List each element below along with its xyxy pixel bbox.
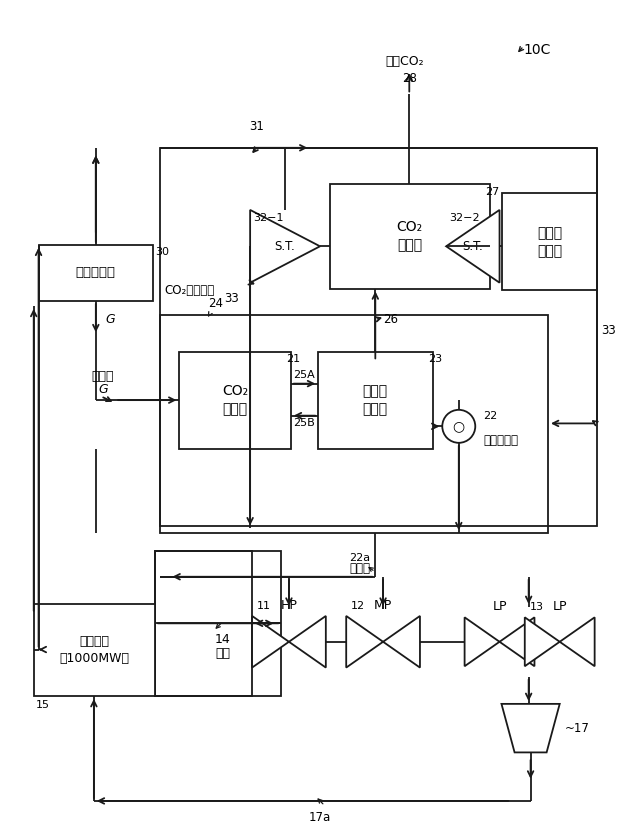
- Bar: [330, 184, 490, 289]
- Text: G: G: [99, 383, 108, 396]
- Text: S.T.: S.T.: [463, 240, 483, 253]
- Text: 27: 27: [485, 187, 499, 197]
- Text: 32−1: 32−1: [253, 213, 284, 222]
- Text: 補助ボイラ: 補助ボイラ: [76, 266, 116, 280]
- Text: LP: LP: [552, 600, 567, 614]
- Text: 23: 23: [428, 353, 442, 364]
- Text: 主ボイラ
（1000MW）: 主ボイラ （1000MW）: [60, 635, 129, 665]
- Text: 11: 11: [257, 601, 271, 611]
- Text: S.T.: S.T.: [275, 240, 296, 253]
- Text: 24: 24: [209, 297, 223, 310]
- Text: HP: HP: [280, 599, 298, 612]
- Text: 15: 15: [36, 700, 50, 710]
- Text: 10C: 10C: [524, 43, 551, 57]
- Bar: [502, 194, 596, 290]
- Polygon shape: [383, 616, 420, 667]
- Text: 吸収液
再生塔: 吸収液 再生塔: [363, 384, 388, 416]
- Bar: [160, 315, 548, 533]
- Text: ~17: ~17: [564, 722, 589, 734]
- Text: 25B: 25B: [293, 418, 315, 428]
- Bar: [155, 551, 281, 696]
- Text: MP: MP: [374, 599, 392, 612]
- Text: 12: 12: [351, 601, 365, 611]
- Text: 證気: 證気: [216, 647, 230, 660]
- Text: 32−2: 32−2: [449, 213, 480, 222]
- Text: CO₂
圧縬器: CO₂ 圧縬器: [397, 220, 423, 252]
- Text: ○: ○: [452, 419, 465, 433]
- Text: 13: 13: [530, 602, 543, 613]
- Text: 33: 33: [224, 293, 239, 305]
- Text: 22a: 22a: [349, 553, 371, 563]
- Bar: [318, 351, 433, 448]
- Polygon shape: [252, 616, 289, 667]
- Text: 30: 30: [155, 246, 169, 257]
- Polygon shape: [346, 616, 383, 667]
- Text: 排ガス: 排ガス: [91, 370, 113, 383]
- Bar: [179, 351, 291, 448]
- Text: 22: 22: [483, 412, 497, 422]
- Text: 再生過熱器: 再生過熱器: [483, 434, 518, 447]
- Bar: [160, 148, 596, 526]
- Text: 圧縬CO₂: 圧縬CO₂: [385, 55, 424, 68]
- Polygon shape: [446, 210, 500, 283]
- Circle shape: [442, 410, 476, 442]
- Polygon shape: [250, 210, 320, 283]
- Polygon shape: [560, 617, 595, 667]
- Text: 28: 28: [402, 72, 417, 84]
- Text: 14: 14: [215, 633, 231, 646]
- Text: CO₂
吸収塔: CO₂ 吸収塔: [222, 384, 248, 416]
- Text: 25A: 25A: [293, 370, 315, 380]
- Bar: [38, 245, 153, 301]
- Text: 21: 21: [286, 353, 300, 364]
- Text: LP: LP: [492, 600, 507, 614]
- Text: CO₂回収装置: CO₂回収装置: [164, 284, 215, 297]
- Bar: [34, 604, 155, 696]
- Polygon shape: [525, 617, 560, 667]
- Text: 33: 33: [602, 324, 616, 337]
- Text: ブロア
ポンプ: ブロア ポンプ: [537, 226, 562, 258]
- Polygon shape: [500, 617, 534, 667]
- Polygon shape: [289, 616, 326, 667]
- Text: 31: 31: [250, 120, 264, 133]
- Text: 凝縮水: 凝縮水: [349, 562, 371, 575]
- Polygon shape: [465, 617, 500, 667]
- Polygon shape: [502, 704, 560, 753]
- Bar: [155, 551, 252, 696]
- Text: 26: 26: [383, 313, 398, 326]
- Text: 17a: 17a: [309, 810, 331, 824]
- Text: G: G: [106, 313, 115, 326]
